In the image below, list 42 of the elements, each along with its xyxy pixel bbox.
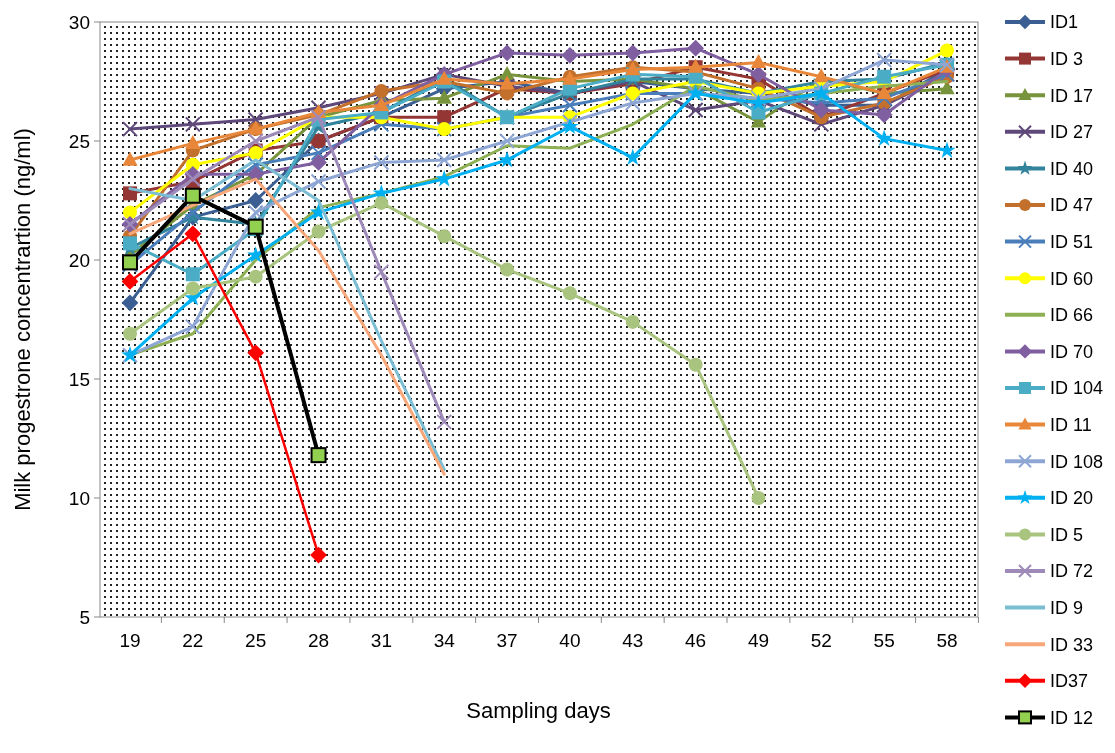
y-axis-title: Milk progestrone concentrartion (ng/ml) xyxy=(10,128,35,511)
legend-label: ID1 xyxy=(1050,12,1079,33)
legend-label: ID 3 xyxy=(1050,48,1084,69)
legend-label: ID 60 xyxy=(1050,268,1094,289)
y-tick-label: 30 xyxy=(68,11,90,33)
x-tick-label: 58 xyxy=(936,630,958,651)
legend-label: ID 11 xyxy=(1050,414,1092,435)
legend-label: ID 108 xyxy=(1050,451,1104,472)
x-tick-label: 19 xyxy=(119,630,141,651)
legend-label: ID 104 xyxy=(1050,378,1104,399)
legend-label: ID37 xyxy=(1050,671,1089,692)
legend-label: ID 17 xyxy=(1050,85,1094,106)
legend-label: ID 20 xyxy=(1050,488,1094,509)
legend-label: ID 9 xyxy=(1050,597,1084,618)
legend-label: ID 40 xyxy=(1050,158,1094,179)
legend-label: ID 72 xyxy=(1050,561,1094,582)
x-axis-title: Sampling days xyxy=(466,698,611,723)
y-tick-label: 25 xyxy=(68,130,90,152)
y-tick-label: 20 xyxy=(68,249,90,271)
x-tick-label: 52 xyxy=(810,630,832,651)
y-tick-label: 15 xyxy=(68,368,90,390)
x-tick-label: 31 xyxy=(370,630,392,651)
y-tick-label: 10 xyxy=(68,487,90,509)
x-tick-label: 43 xyxy=(622,630,644,651)
legend-label: ID 33 xyxy=(1050,634,1094,655)
x-tick-label: 46 xyxy=(685,630,707,651)
legend-label: ID 66 xyxy=(1050,305,1094,326)
legend-label: ID 27 xyxy=(1050,122,1094,143)
x-tick-label: 34 xyxy=(433,630,456,651)
x-tick-label: 40 xyxy=(559,630,581,651)
x-tick-label: 28 xyxy=(307,630,330,651)
legend-label: ID 47 xyxy=(1050,195,1094,216)
legend-label: ID 12 xyxy=(1050,707,1094,728)
x-tick-label: 25 xyxy=(245,630,267,651)
x-tick-label: 22 xyxy=(182,630,204,651)
y-tick-label: 5 xyxy=(79,606,90,628)
legend-label: ID 70 xyxy=(1050,341,1094,362)
x-tick-label: 37 xyxy=(496,630,518,651)
x-tick-label: 49 xyxy=(747,630,770,651)
legend-label: ID 5 xyxy=(1050,524,1084,545)
legend-label: ID 51 xyxy=(1050,231,1094,252)
x-tick-label: 55 xyxy=(873,630,895,651)
